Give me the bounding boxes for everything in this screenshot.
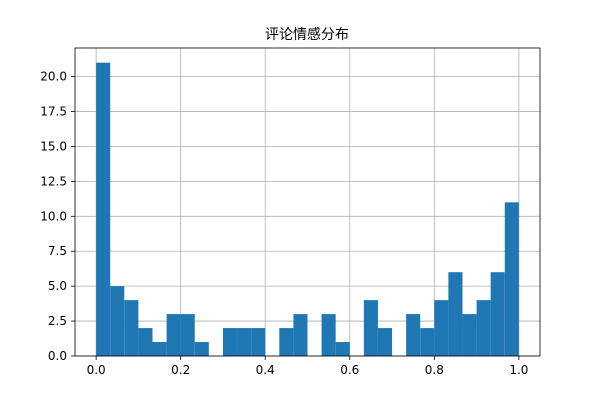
- grid-lines: [75, 48, 540, 357]
- histogram-bar-5: [166, 314, 181, 356]
- histogram-bar-22: [406, 314, 421, 356]
- x-tick-label: 0.0: [87, 363, 106, 377]
- histogram-bar-9: [222, 328, 238, 356]
- plot-frame: [74, 47, 541, 357]
- histogram-bar-2: [124, 300, 139, 356]
- histogram-bar-7: [194, 342, 209, 356]
- histogram-bar-28: [490, 272, 505, 356]
- x-axis: 0.0 0.2 0.4 0.6 0.8 1.0: [87, 356, 528, 377]
- histogram-bar-17: [335, 342, 350, 356]
- histogram-bar-29: [504, 202, 519, 356]
- histogram-bar-11: [251, 328, 266, 356]
- histogram-bar-4: [152, 342, 167, 356]
- histogram-bar-23: [420, 328, 435, 356]
- histogram-bar-24: [434, 300, 449, 356]
- histogram-bar-26: [462, 314, 477, 356]
- x-tick-label: 1.0: [509, 363, 528, 377]
- histogram-bar-14: [293, 314, 308, 356]
- histogram-bar-19: [363, 300, 378, 356]
- histogram-bars: [96, 62, 519, 357]
- histogram-bar-10: [237, 328, 252, 356]
- y-tick-label: 0.0: [48, 349, 67, 363]
- histogram-bar-0: [96, 62, 111, 357]
- y-tick-label: 20.0: [40, 70, 67, 84]
- chart-title: 评论情感分布: [265, 26, 349, 43]
- histogram-bar-3: [138, 328, 153, 356]
- histogram-bar-20: [377, 328, 393, 356]
- y-axis: 0.0 2.5 5.0 7.5 10.0 12.5 15.0 17.5 20.0: [40, 70, 75, 363]
- y-tick-label: 5.0: [48, 279, 67, 293]
- y-tick-label: 15.0: [40, 139, 67, 153]
- x-tick-label: 0.4: [256, 363, 275, 377]
- histogram-bar-16: [321, 314, 336, 356]
- x-tick-label: 0.2: [171, 363, 190, 377]
- histogram-bar-6: [180, 314, 195, 356]
- histogram-bar-1: [110, 286, 125, 356]
- y-tick-label: 12.5: [40, 174, 67, 188]
- y-tick-label: 10.0: [40, 209, 67, 223]
- histogram-bar-25: [448, 272, 463, 356]
- x-tick-label: 0.6: [340, 363, 359, 377]
- x-tick-label: 0.8: [425, 363, 444, 377]
- histogram-bar-13: [279, 328, 294, 356]
- y-tick-label: 2.5: [48, 314, 67, 328]
- y-tick-label: 17.5: [40, 105, 67, 119]
- histogram-bar-27: [476, 300, 491, 356]
- y-tick-label: 7.5: [48, 244, 67, 258]
